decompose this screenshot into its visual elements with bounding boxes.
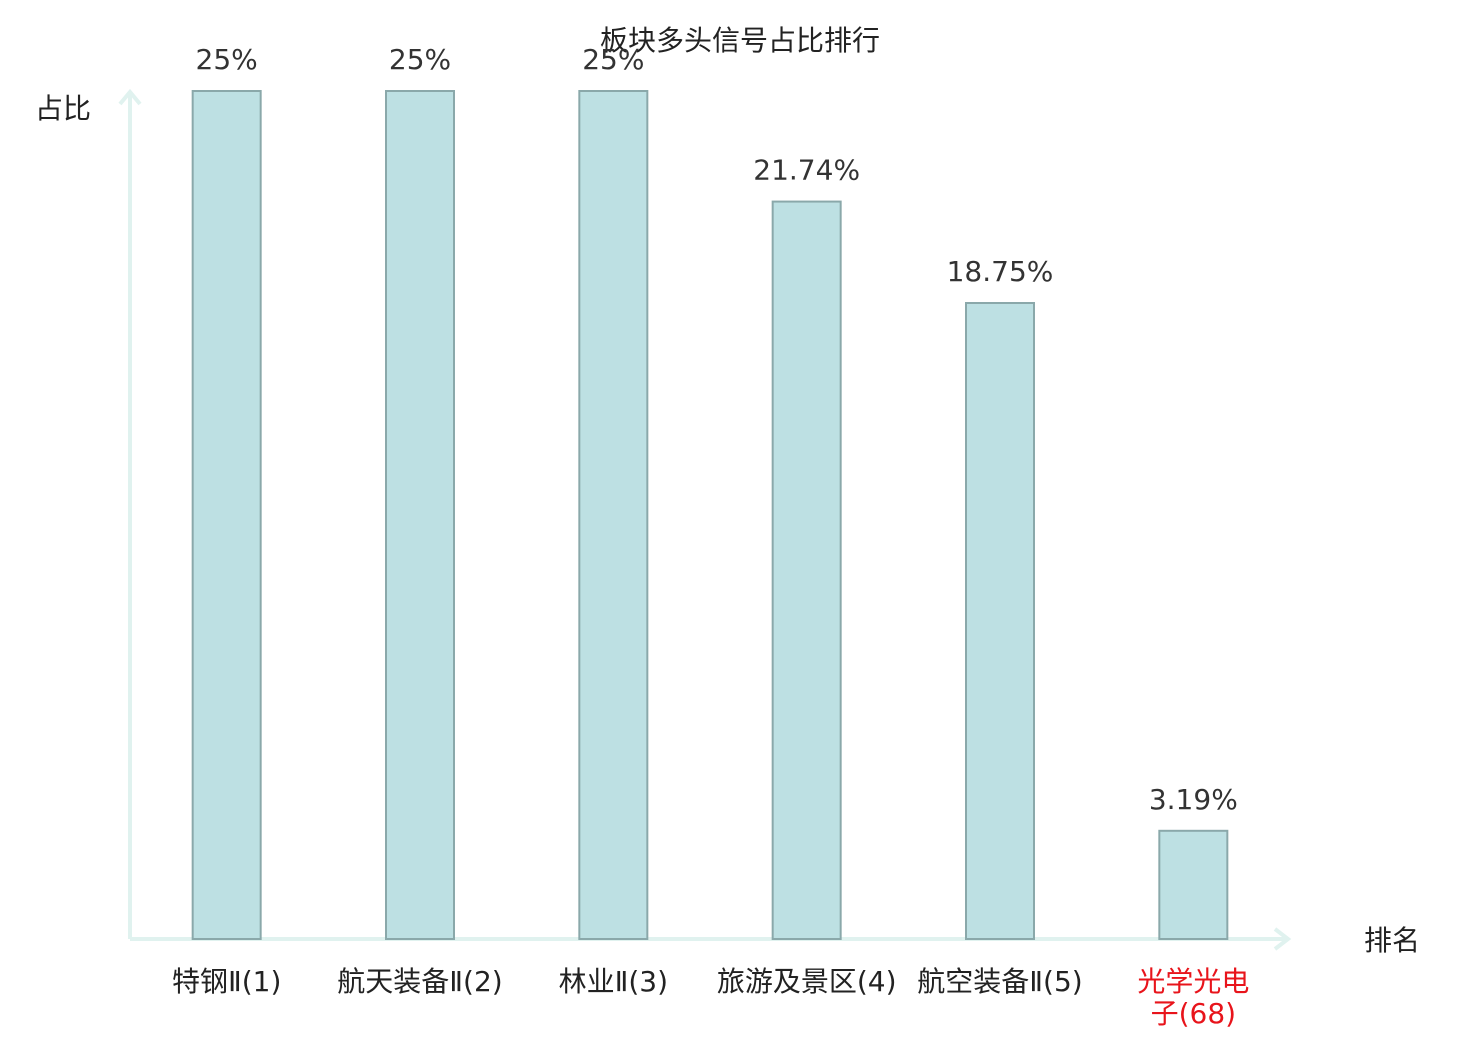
x-axis bbox=[130, 927, 1292, 951]
value-label: 25% bbox=[196, 43, 258, 76]
y-axis-label: 占比 bbox=[35, 92, 91, 125]
y-axis bbox=[118, 88, 142, 939]
chart-title: 板块多头信号占比排行 bbox=[600, 24, 880, 57]
value-label: 25% bbox=[389, 43, 451, 76]
x-tick-label: 航天装备Ⅱ(2) bbox=[337, 965, 502, 998]
x-axis-label: 排名 bbox=[1364, 924, 1420, 957]
bar bbox=[1158, 829, 1229, 941]
x-tick-label: 特钢Ⅱ(1) bbox=[172, 965, 281, 998]
x-tick-label: 旅游及景区(4) bbox=[717, 965, 897, 998]
value-label: 25% bbox=[582, 43, 644, 76]
value-label: 18.75% bbox=[947, 255, 1054, 288]
x-tick-label: 航空装备Ⅱ(5) bbox=[917, 965, 1082, 998]
x-tick-label: 林业Ⅱ(3) bbox=[559, 965, 668, 998]
value-label: 21.74% bbox=[753, 154, 860, 187]
bar bbox=[191, 90, 262, 940]
bar bbox=[385, 90, 455, 940]
x-tick-label: 光学光电子(68) bbox=[1137, 965, 1249, 1030]
value-label: 3.19% bbox=[1149, 783, 1238, 816]
bar bbox=[965, 302, 1035, 940]
bar bbox=[578, 90, 649, 940]
bar bbox=[771, 200, 842, 940]
